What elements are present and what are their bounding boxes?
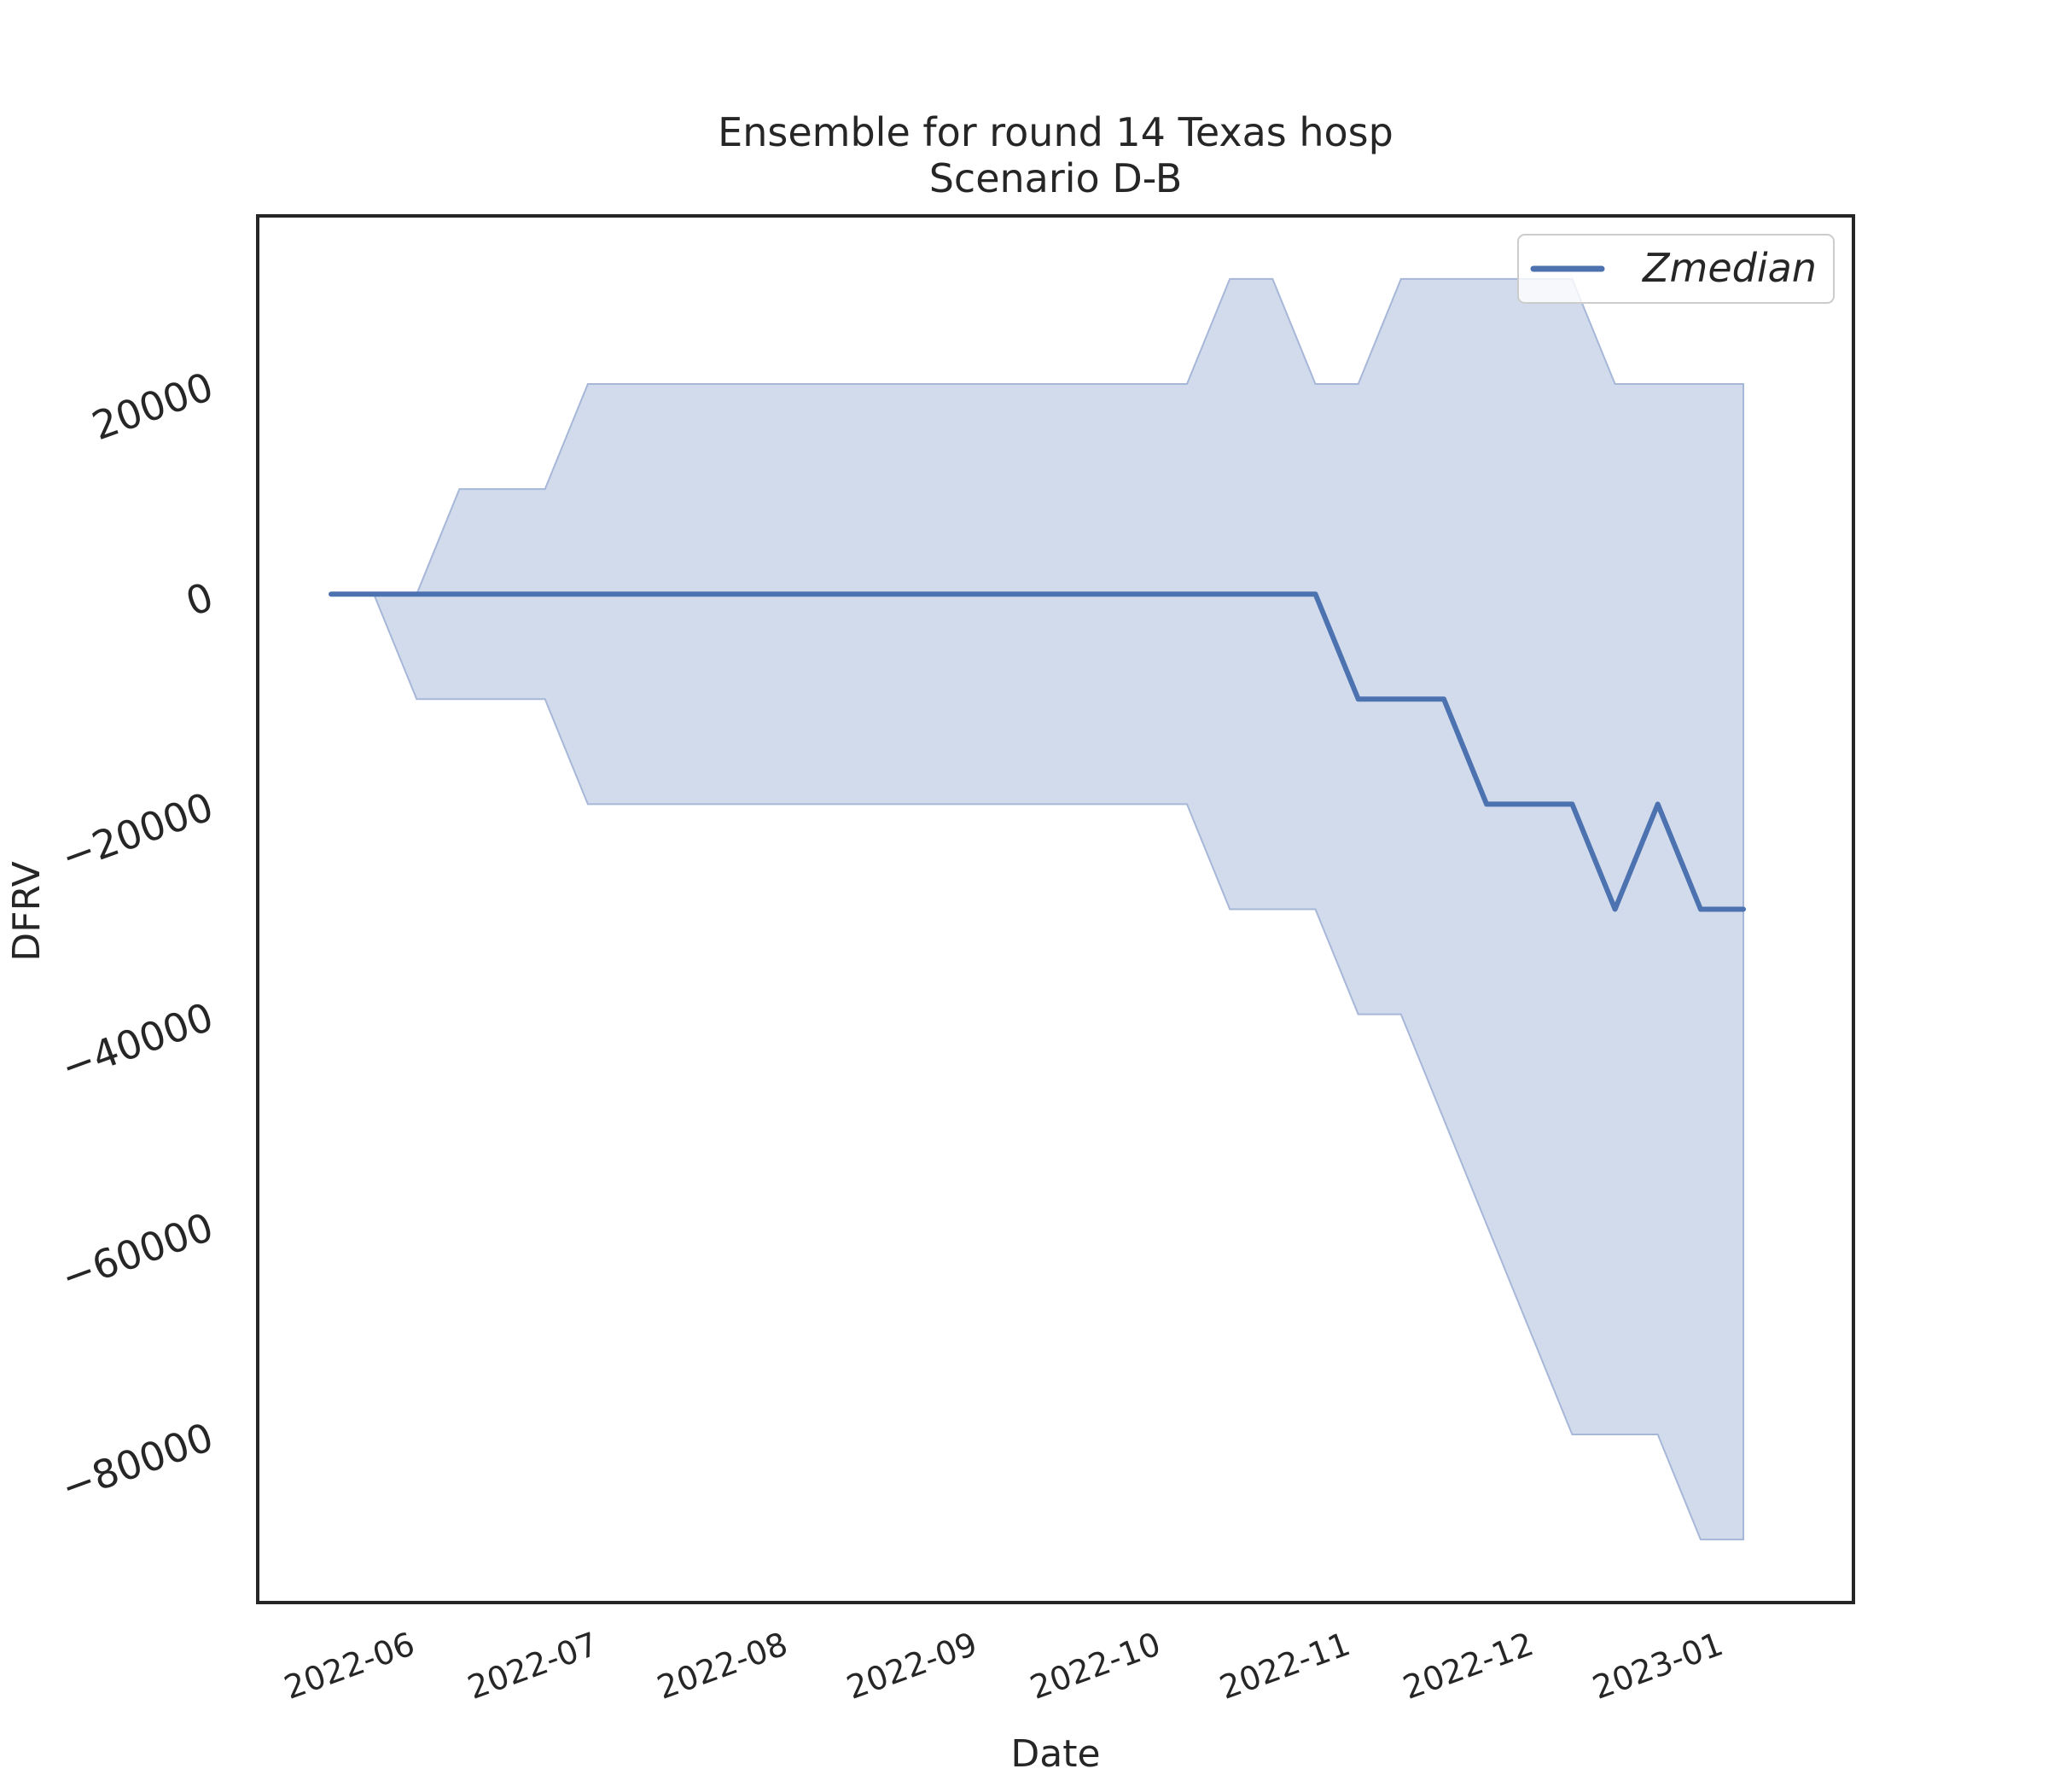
y-tick-label: −60000 (55, 1203, 219, 1300)
plot-area (329, 277, 1746, 1541)
x-tick-label: 2022-08 (652, 1625, 792, 1707)
series-line-zmedian (329, 591, 1746, 912)
chart-title: Ensemble for round 14 Texas hosp (718, 109, 1393, 155)
x-tick-label: 2022-12 (1398, 1625, 1538, 1707)
y-tick-label: 20000 (86, 364, 219, 450)
y-tick-label: −20000 (55, 783, 219, 881)
confidence-band (331, 277, 1744, 1541)
y-tick-label: −40000 (55, 993, 219, 1091)
x-tick-label: 2022-10 (1025, 1625, 1165, 1707)
x-tick-label: 2022-06 (279, 1625, 419, 1707)
y-axis-ticks: 20000 0 −20000 −40000 −60000 −80000 (55, 364, 219, 1511)
x-tick-label: 2023-01 (1588, 1625, 1728, 1707)
y-tick-label: 0 (180, 573, 219, 625)
y-axis-label: DFRV (5, 861, 49, 961)
legend-box (1517, 234, 1835, 304)
legend: Zmedian (1517, 234, 1835, 304)
chart-subtitle: Scenario D-B (929, 155, 1183, 201)
x-tick-label: 2022-11 (1215, 1625, 1355, 1707)
plot-frame (256, 214, 1855, 1604)
x-tick-label: 2022-09 (841, 1625, 981, 1707)
x-tick-label: 2022-07 (463, 1625, 602, 1707)
x-axis-label: Date (1010, 1732, 1100, 1776)
legend-label-zmedian: Zmedian (1641, 245, 1817, 291)
y-tick-label: −80000 (55, 1414, 219, 1511)
x-axis-ticks: 2022-06 2022-07 2022-08 2022-09 2022-10 2022-… (279, 1625, 1727, 1707)
